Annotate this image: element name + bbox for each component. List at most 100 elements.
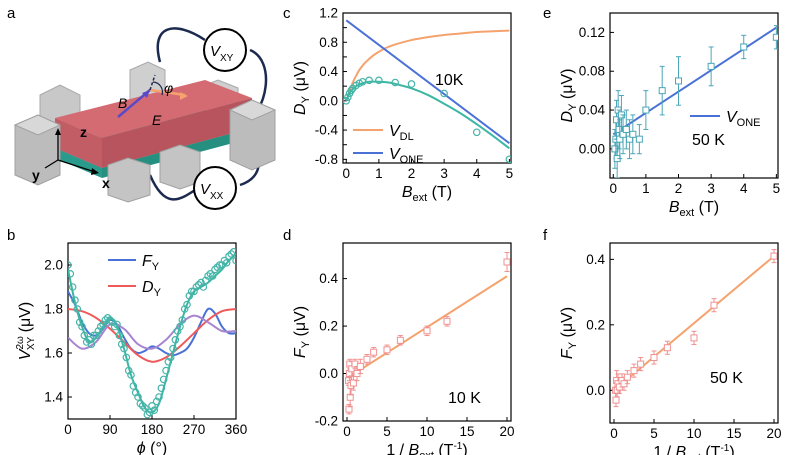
x-tick-label-d: 20 xyxy=(499,424,514,439)
data-point-b xyxy=(178,316,187,324)
data-point-b xyxy=(185,291,194,300)
x-axis-arrow xyxy=(57,159,96,173)
legend-label-b: DY xyxy=(142,279,162,299)
data-point-b xyxy=(120,344,128,353)
data-point-d xyxy=(363,355,371,363)
data-point-d xyxy=(346,393,354,401)
data-point-b xyxy=(113,320,121,329)
y-tick-label-e: 0.00 xyxy=(579,141,605,156)
y-tick-label-c: -0.4 xyxy=(315,123,339,138)
data-point-b xyxy=(134,393,142,401)
data-point-b xyxy=(78,322,86,331)
data-point-e xyxy=(772,33,778,41)
data-point-b xyxy=(99,320,107,329)
legend-label-e: VONE xyxy=(726,109,761,129)
data-point-b xyxy=(150,406,159,415)
data-point-b xyxy=(82,338,91,346)
data-point-b xyxy=(176,322,184,331)
data-point-d xyxy=(423,327,431,335)
y-tick-label-b: 1.8 xyxy=(44,302,63,317)
data-point-b xyxy=(201,276,210,285)
plot-area-d xyxy=(345,251,511,415)
plot-area-c xyxy=(343,19,511,163)
data-point-b xyxy=(157,384,166,393)
data-point-c xyxy=(407,80,416,88)
phi-label: φ xyxy=(164,80,173,96)
data-point-e xyxy=(740,43,748,51)
legend-label-b: FY xyxy=(142,253,160,273)
data-point-b xyxy=(204,272,212,280)
x-tick-label-d: 10 xyxy=(419,424,434,439)
x-tick-label-e: 4 xyxy=(740,181,748,196)
panel-letter-e: e xyxy=(543,5,551,22)
data-point-b xyxy=(208,272,217,280)
x-tick-label-e: 0 xyxy=(610,181,618,196)
data-point-b xyxy=(143,410,152,419)
y-tick-label-b: 1.4 xyxy=(44,390,63,405)
data-point-b xyxy=(229,248,236,256)
data-point-b xyxy=(80,331,89,340)
data-point-b xyxy=(115,331,124,340)
x-tick-label-f: 10 xyxy=(686,426,701,441)
series-line-c-2 xyxy=(345,80,510,150)
x-tick-label-d: 15 xyxy=(459,424,474,439)
data-point-b xyxy=(206,269,215,278)
data-point-d xyxy=(503,258,511,266)
b-label: B xyxy=(118,95,127,111)
data-point-b xyxy=(169,344,177,353)
panel-letter-a: a xyxy=(7,5,16,22)
data-point-b xyxy=(94,327,103,335)
data-point-b xyxy=(131,388,140,397)
data-point-b xyxy=(136,399,145,408)
series-line-b-1 xyxy=(68,308,236,363)
data-point-d xyxy=(383,346,391,354)
data-point-f xyxy=(612,396,620,404)
panel-letter-b: b xyxy=(7,227,15,244)
data-point-d xyxy=(370,348,378,356)
y-axis-label-d: FY (μV) xyxy=(292,306,312,358)
data-point-c xyxy=(365,76,373,85)
data-point-b xyxy=(213,263,222,272)
data-point-b xyxy=(71,296,79,305)
x-tick-label-b: 180 xyxy=(141,422,164,437)
y-tick-label-d: 0.2 xyxy=(319,319,338,334)
data-point-f xyxy=(710,301,718,309)
x-tick-label-e: 3 xyxy=(707,181,715,196)
data-point-d xyxy=(443,317,451,325)
data-point-b xyxy=(89,331,98,340)
y-tick-label-f: 0.0 xyxy=(586,383,605,398)
wire-vxx-left xyxy=(148,174,196,201)
plot-frame-e xyxy=(609,12,779,179)
x-tick-label-c: 2 xyxy=(408,166,416,181)
x-tick-label-b: 360 xyxy=(225,422,248,437)
legend-label-c: VDL xyxy=(389,123,414,143)
fit-line-f xyxy=(613,255,775,392)
data-point-b xyxy=(171,335,180,344)
data-point-b xyxy=(85,335,93,344)
data-point-b xyxy=(211,265,219,274)
series-line-b-0 xyxy=(68,290,236,357)
vxy-meter xyxy=(203,28,247,72)
x-axis-label-e: Bext (T) xyxy=(669,199,719,219)
vxx-meter xyxy=(193,166,237,210)
data-point-b xyxy=(75,318,84,327)
data-point-b xyxy=(173,327,182,335)
data-point-d xyxy=(349,379,357,387)
x-tick-label-f: 15 xyxy=(726,426,741,441)
y-label: y xyxy=(32,167,40,183)
data-point-b xyxy=(180,305,189,313)
panel-letter-d: d xyxy=(283,227,291,244)
data-point-b xyxy=(192,283,201,291)
x-label: x xyxy=(102,175,110,191)
data-point-e xyxy=(675,77,683,85)
vxx-meter-sub: XX xyxy=(210,191,224,202)
annotation-e: 50 K xyxy=(692,132,725,149)
data-point-b xyxy=(148,401,156,410)
data-point-e xyxy=(629,130,637,138)
data-point-b xyxy=(166,353,175,362)
data-point-f xyxy=(770,252,778,260)
data-point-b xyxy=(108,318,117,327)
y-tick-label-c: 0.4 xyxy=(319,64,338,79)
fit-line-e xyxy=(612,26,777,136)
